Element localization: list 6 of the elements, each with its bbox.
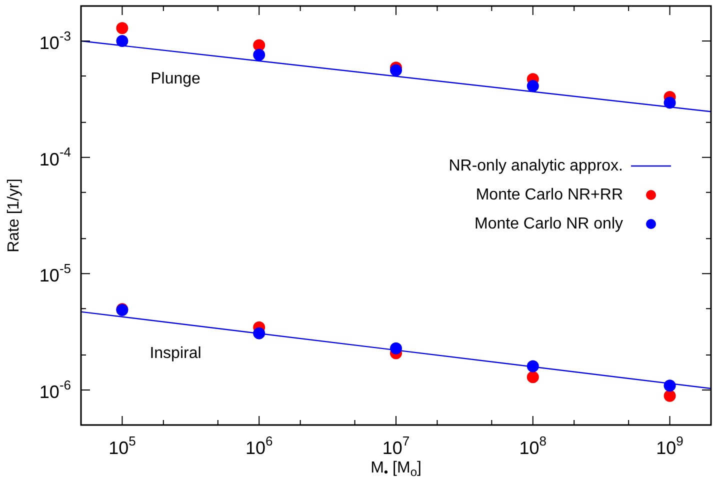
annotation: Plunge: [150, 70, 201, 88]
annotation: Inspiral: [150, 345, 202, 362]
legend-label: NR-only analytic approx.: [448, 157, 623, 174]
legend-label: Monte Carlo NR+RR: [476, 186, 623, 204]
legend-label: Monte Carlo NR only: [474, 215, 623, 232]
y-axis-title: Rate [1/yr]: [5, 178, 22, 252]
